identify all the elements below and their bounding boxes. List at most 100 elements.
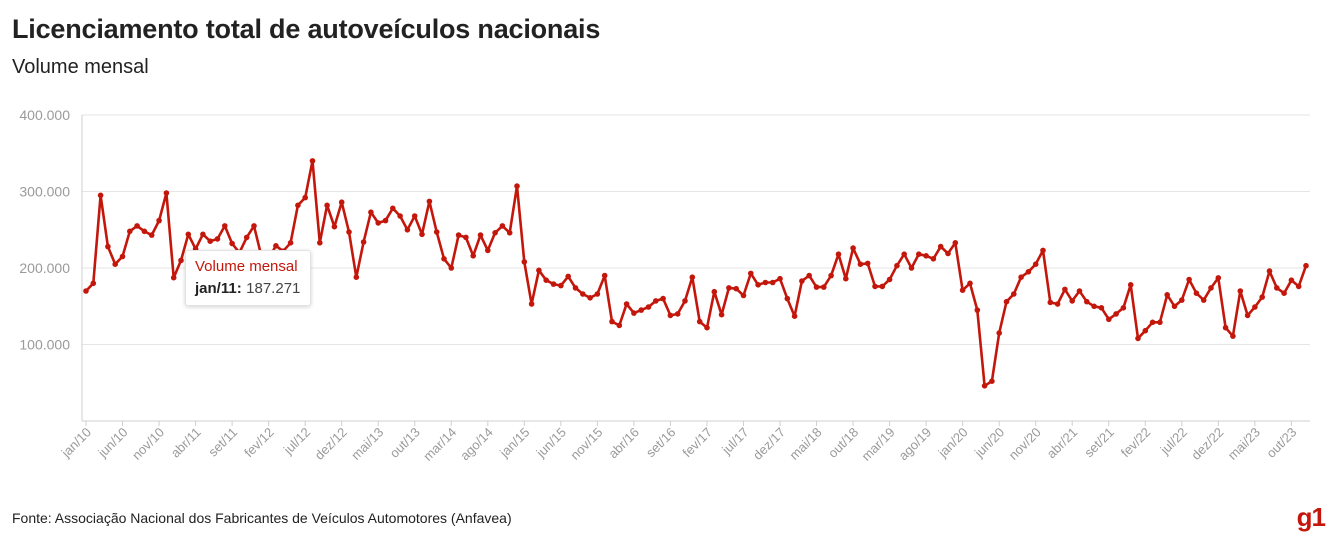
data-point[interactable]	[433, 229, 440, 235]
data-point[interactable]	[514, 183, 520, 189]
data-point[interactable]	[1091, 303, 1097, 310]
data-point[interactable]	[397, 213, 403, 219]
data-point[interactable]	[762, 279, 769, 286]
data-point[interactable]	[324, 202, 330, 209]
data-point[interactable]	[580, 291, 586, 297]
data-point[interactable]	[1171, 303, 1178, 310]
data-point[interactable]	[923, 253, 929, 259]
data-point[interactable]	[331, 223, 338, 230]
data-point[interactable]	[1215, 275, 1222, 281]
data-point[interactable]	[769, 279, 776, 286]
data-point[interactable]	[119, 253, 126, 260]
data-point[interactable]	[558, 282, 564, 289]
data-point[interactable]	[791, 313, 798, 320]
data-point[interactable]	[411, 213, 418, 219]
data-point[interactable]	[601, 272, 608, 279]
data-point[interactable]	[645, 304, 652, 310]
data-point[interactable]	[916, 251, 922, 257]
data-point[interactable]	[1025, 269, 1032, 275]
data-point[interactable]	[1266, 268, 1273, 274]
data-point[interactable]	[1222, 324, 1229, 331]
data-point[interactable]	[930, 255, 937, 262]
data-point[interactable]	[1274, 285, 1280, 291]
data-point[interactable]	[660, 295, 666, 302]
data-point[interactable]	[90, 280, 97, 287]
data-point[interactable]	[485, 247, 491, 254]
data-point[interactable]	[214, 236, 221, 242]
data-point[interactable]	[360, 239, 367, 245]
data-point[interactable]	[733, 285, 739, 292]
g1-logo[interactable]: g1	[1296, 502, 1326, 532]
data-point[interactable]	[674, 311, 681, 317]
data-point[interactable]	[682, 298, 688, 304]
data-point[interactable]	[952, 240, 959, 246]
data-point[interactable]	[974, 307, 981, 313]
data-point[interactable]	[587, 295, 593, 301]
data-point[interactable]	[375, 220, 382, 226]
data-point[interactable]	[97, 192, 104, 199]
data-point[interactable]	[185, 231, 192, 238]
data-point[interactable]	[353, 274, 360, 281]
data-point[interactable]	[207, 238, 213, 244]
data-point[interactable]	[1047, 299, 1054, 306]
data-point[interactable]	[499, 223, 506, 229]
data-point[interactable]	[1127, 282, 1134, 288]
data-point[interactable]	[835, 251, 842, 257]
data-point[interactable]	[937, 243, 944, 250]
data-point[interactable]	[1113, 311, 1119, 317]
data-point[interactable]	[1208, 285, 1214, 291]
data-point[interactable]	[886, 276, 893, 283]
data-point[interactable]	[696, 318, 703, 325]
data-point[interactable]	[163, 190, 170, 196]
data-point[interactable]	[492, 230, 498, 236]
data-point[interactable]	[748, 270, 754, 277]
data-point[interactable]	[506, 230, 513, 236]
data-point[interactable]	[981, 383, 988, 389]
data-point[interactable]	[1011, 291, 1017, 297]
data-point[interactable]	[1062, 286, 1068, 293]
data-point[interactable]	[1149, 319, 1156, 326]
data-point[interactable]	[945, 250, 951, 257]
data-point[interactable]	[521, 259, 528, 265]
data-point[interactable]	[653, 298, 659, 304]
data-point[interactable]	[989, 378, 995, 385]
data-point[interactable]	[864, 260, 871, 267]
data-point[interactable]	[594, 291, 601, 297]
data-point[interactable]	[755, 282, 761, 288]
data-point[interactable]	[1281, 290, 1287, 297]
data-point[interactable]	[1244, 312, 1251, 319]
data-point[interactable]	[302, 194, 309, 201]
data-point[interactable]	[799, 278, 805, 284]
data-point[interactable]	[850, 245, 856, 251]
data-point[interactable]	[1237, 288, 1244, 294]
data-point[interactable]	[784, 295, 791, 302]
data-point[interactable]	[609, 318, 615, 325]
data-point[interactable]	[1200, 297, 1207, 303]
data-point[interactable]	[843, 275, 849, 282]
data-point[interactable]	[638, 307, 644, 313]
data-point[interactable]	[317, 240, 323, 246]
data-point[interactable]	[134, 223, 140, 229]
data-point[interactable]	[536, 267, 542, 274]
data-point[interactable]	[623, 301, 630, 307]
data-point[interactable]	[1288, 277, 1295, 284]
data-point[interactable]	[740, 292, 747, 299]
data-point[interactable]	[1164, 292, 1170, 298]
data-point[interactable]	[1069, 298, 1075, 304]
data-point[interactable]	[1054, 301, 1061, 307]
data-point[interactable]	[251, 223, 257, 229]
data-point[interactable]	[1018, 274, 1024, 281]
data-point[interactable]	[1135, 335, 1141, 342]
data-point[interactable]	[908, 265, 915, 271]
data-point[interactable]	[83, 288, 89, 294]
data-point[interactable]	[112, 261, 118, 268]
data-point[interactable]	[726, 285, 732, 291]
data-point[interactable]	[704, 324, 710, 331]
data-point[interactable]	[1230, 333, 1236, 339]
data-point[interactable]	[105, 243, 111, 250]
data-point[interactable]	[426, 198, 433, 205]
data-point[interactable]	[338, 199, 345, 205]
data-point[interactable]	[901, 251, 907, 257]
data-point[interactable]	[967, 280, 973, 287]
data-point[interactable]	[550, 281, 557, 287]
